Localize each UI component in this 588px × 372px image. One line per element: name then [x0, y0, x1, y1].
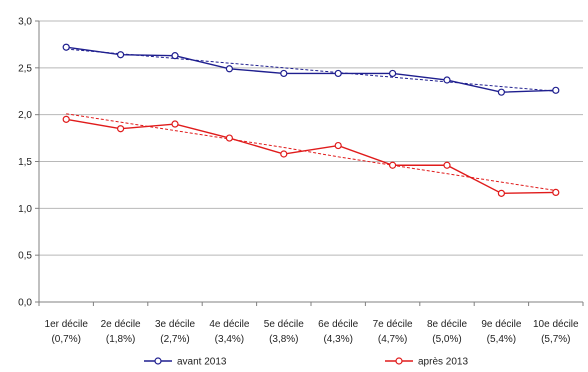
data-point	[389, 161, 397, 169]
x-tick-sublabel: (5,0%)	[432, 334, 461, 345]
data-point	[116, 51, 125, 59]
y-tick-label: 1,0	[18, 204, 32, 215]
x-tick-label: 9e décile	[481, 319, 521, 330]
x-tick-label: 3e décile	[155, 319, 195, 330]
legend-swatch-marker	[154, 357, 162, 365]
x-tick-label: 5e décile	[264, 319, 304, 330]
trend-line	[66, 48, 556, 92]
data-point	[62, 115, 70, 123]
trend-line	[66, 113, 556, 192]
data-point	[225, 65, 233, 73]
x-tick-label: 10e décile	[533, 319, 579, 330]
data-point	[552, 86, 560, 94]
x-tick-label: 6e décile	[318, 319, 358, 330]
data-point	[62, 43, 70, 51]
data-point	[389, 69, 397, 78]
series-line	[66, 46, 556, 93]
x-tick-sublabel: (4,3%)	[323, 334, 352, 345]
x-tick-sublabel: (0,7%)	[51, 334, 80, 345]
data-point	[280, 150, 288, 158]
data-point	[497, 88, 505, 96]
data-point	[280, 69, 288, 78]
x-tick-sublabel: (1,8%)	[106, 334, 135, 345]
data-point	[443, 161, 451, 169]
x-tick-sublabel: (4,7%)	[378, 334, 407, 345]
data-point	[497, 189, 505, 197]
x-tick-sublabel: (3,4%)	[215, 334, 244, 345]
x-tick-sublabel: (3,8%)	[269, 334, 298, 345]
y-tick-label: 2,5	[18, 63, 32, 74]
x-tick-label: 1er décile	[45, 319, 89, 330]
data-point	[334, 69, 342, 78]
x-tick-sublabel: (5,4%)	[487, 334, 516, 345]
legend-label: avant 2013	[177, 357, 227, 368]
data-point	[334, 141, 342, 150]
x-tick-label: 2e décile	[101, 319, 141, 330]
x-tick-sublabel: (5,7%)	[541, 334, 570, 345]
data-point	[171, 52, 179, 60]
data-point	[171, 120, 179, 128]
y-tick-label: 2,0	[18, 110, 32, 121]
y-tick-label: 3,0	[18, 17, 32, 28]
y-tick-label: 0,5	[18, 251, 32, 262]
data-point	[443, 76, 451, 84]
x-tick-sublabel: (2,7%)	[160, 334, 189, 345]
series-line	[66, 118, 556, 195]
x-tick-label: 4e décile	[209, 319, 249, 330]
y-tick-label: 1,5	[18, 157, 32, 168]
x-tick-label: 7e décile	[373, 319, 413, 330]
data-point	[225, 134, 233, 142]
x-tick-label: 8e décile	[427, 319, 467, 330]
data-point	[116, 125, 125, 133]
legend-label: après 2013	[418, 357, 468, 368]
data-point	[552, 188, 560, 197]
y-tick-label: 0,0	[18, 298, 32, 309]
legend-swatch-marker	[395, 357, 403, 365]
